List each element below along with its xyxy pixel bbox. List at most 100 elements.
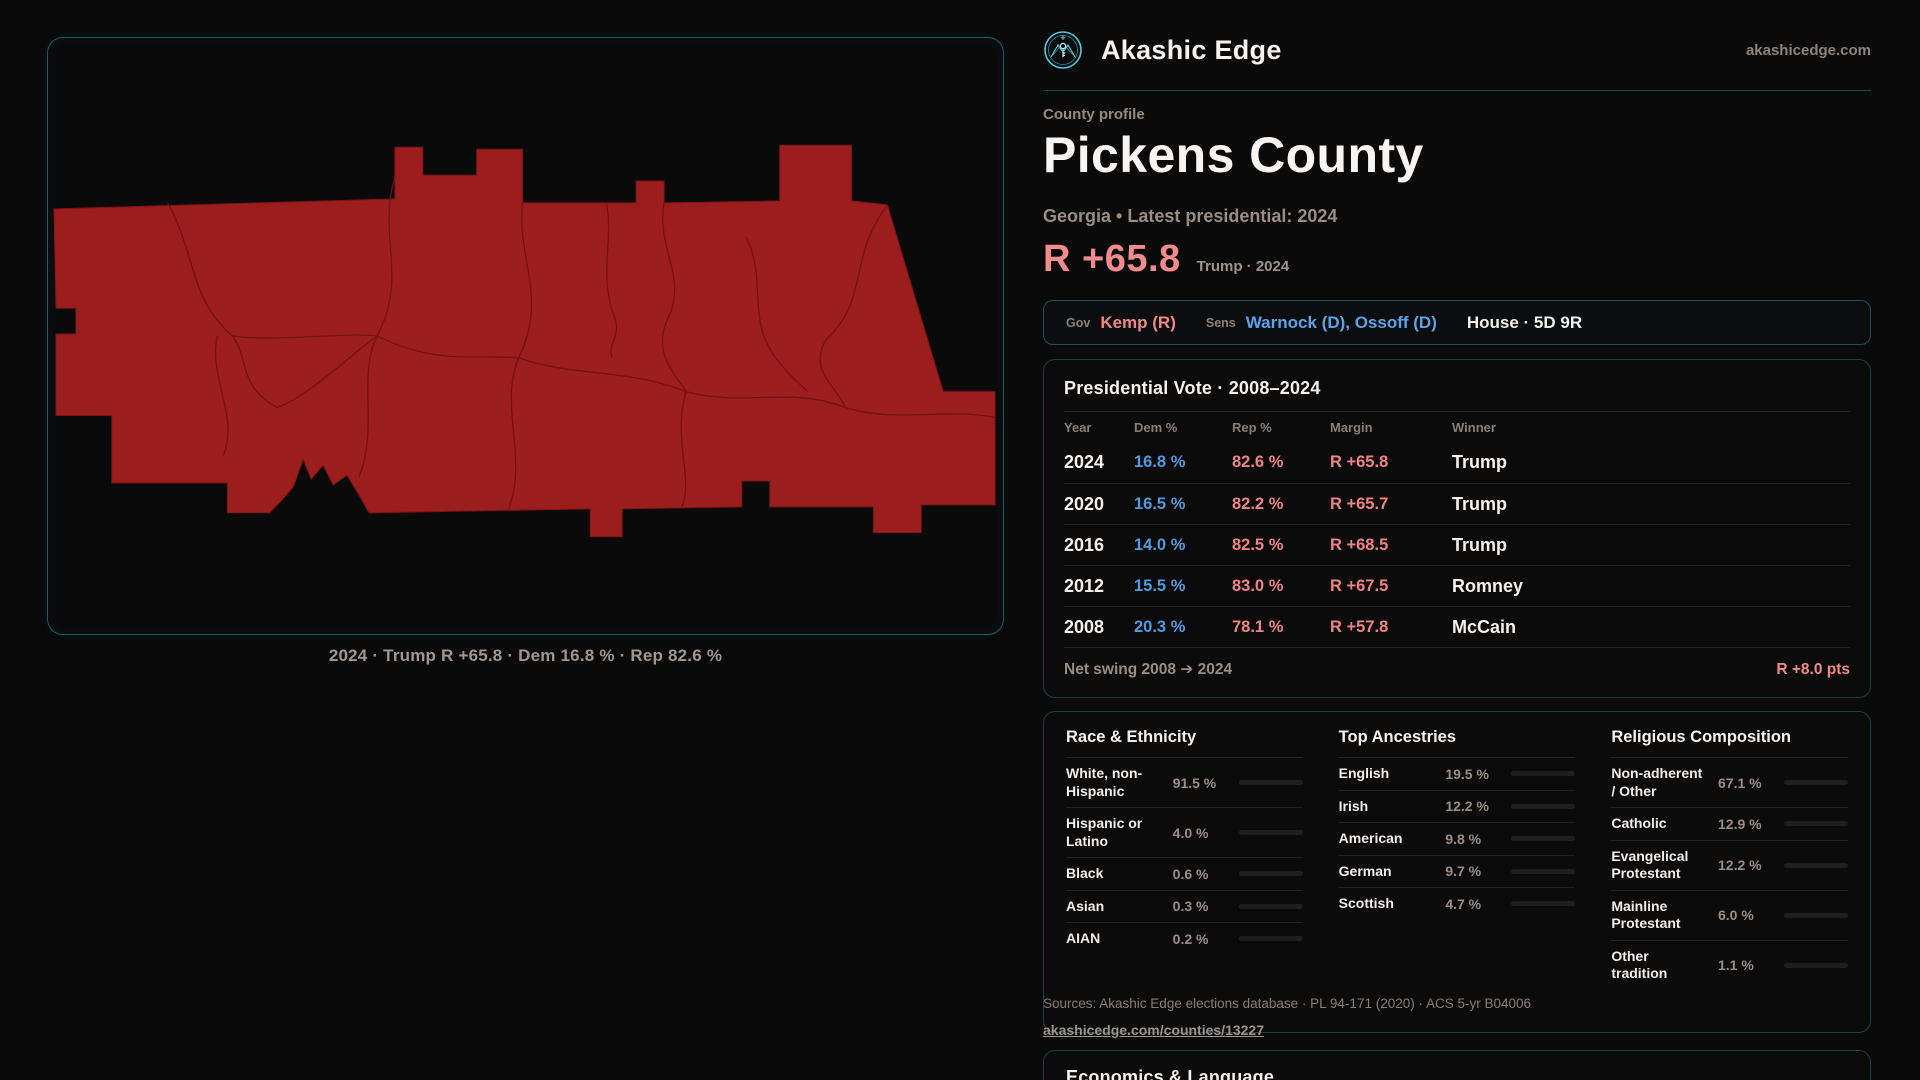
- stat-bar-track: [1511, 901, 1576, 907]
- top-ancestries-section: Top Ancestries English 19.5 % Irish 12.2…: [1338, 728, 1576, 1032]
- presidential-title: Presidential Vote · 2008–2024: [1064, 378, 1321, 398]
- stat-value: 12.2 %: [1718, 857, 1762, 873]
- table-row: 2016 14.0 % 82.5 % R +68.5 Trump: [1064, 524, 1850, 565]
- stat-value: 4.7 %: [1445, 895, 1482, 912]
- net-swing-label: Net swing 2008 ➔ 2024: [1064, 661, 1233, 678]
- gov-label: Gov: [1066, 315, 1091, 330]
- stat-value: 9.7 %: [1445, 863, 1482, 880]
- stat-value: 4.0 %: [1172, 824, 1209, 841]
- table-row: 2020 16.5 % 82.2 % R +65.7 Trump: [1064, 483, 1850, 524]
- stat-row: Black 0.6 %: [1066, 857, 1303, 890]
- akashic-emblem-icon[interactable]: [1043, 30, 1083, 70]
- stat-label: AIAN: [1066, 930, 1101, 946]
- stat-bar-track: [1238, 903, 1303, 909]
- race-ethnicity-section: Race & Ethnicity White, non-Hispanic 91.…: [1066, 728, 1303, 1032]
- cell-winner: Trump: [1452, 452, 1508, 472]
- cell-rep: 82.6 %: [1232, 453, 1284, 471]
- stat-label: German: [1338, 862, 1392, 879]
- presidential-table-body: 2024 16.8 % 82.6 % R +65.8 Trump 2020 16…: [1064, 442, 1850, 647]
- stat-bar-track: [1784, 780, 1848, 785]
- county-subtitle: Georgia • Latest presidential: 2024: [1043, 206, 1338, 226]
- stat-value: 1.1 %: [1718, 957, 1754, 973]
- header-divider: [1043, 90, 1871, 91]
- cell-margin: R +57.8: [1330, 617, 1389, 636]
- stat-bar-track: [1784, 912, 1848, 918]
- race-list: White, non-Hispanic 91.5 % Hispanic or L…: [1066, 758, 1303, 955]
- cell-winner: McCain: [1452, 616, 1517, 637]
- col-rep: Rep %: [1232, 419, 1272, 435]
- cell-dem: 14.0 %: [1134, 535, 1186, 554]
- stat-bar-track: [1238, 780, 1303, 785]
- stat-bar-track: [1511, 868, 1576, 874]
- stat-bar-track: [1511, 771, 1576, 777]
- table-row: 2008 20.3 % 78.1 % R +57.8 McCain: [1064, 606, 1850, 647]
- stat-value: 67.1 %: [1718, 774, 1762, 791]
- stat-row: Hispanic or Latino 4.0 %: [1066, 807, 1303, 857]
- cell-year: 2016: [1064, 534, 1105, 555]
- stat-label: Irish: [1338, 797, 1369, 814]
- site-domain-link[interactable]: akashicedge.com: [1745, 41, 1871, 59]
- cell-rep: 78.1 %: [1232, 617, 1284, 636]
- stat-label: American: [1338, 830, 1403, 846]
- stat-row: German 9.7 %: [1338, 854, 1576, 888]
- stat-row: Mainline Protestant 6.0 %: [1611, 889, 1848, 940]
- profile-eyebrow: County profile: [1043, 106, 1145, 123]
- cell-margin: R +67.5: [1330, 576, 1389, 595]
- cell-margin: R +68.5: [1330, 535, 1389, 554]
- stat-bar-track: [1511, 836, 1576, 842]
- demographics-card: Race & Ethnicity White, non-Hispanic 91.…: [1043, 711, 1871, 1033]
- stat-label: Hispanic or Latino: [1066, 815, 1143, 849]
- stat-label: Non-adherent / Other: [1611, 765, 1703, 799]
- divider: [1064, 411, 1850, 412]
- stat-label: Evangelical Protestant: [1611, 847, 1689, 882]
- cell-rep: 83.0 %: [1232, 576, 1284, 595]
- cell-margin: R +65.8: [1330, 453, 1389, 471]
- stat-row: English 19.5 %: [1339, 758, 1576, 790]
- cell-rep: 82.5 %: [1232, 535, 1284, 554]
- stat-row: Irish 12.2 %: [1338, 789, 1576, 823]
- stat-row: Other tradition 1.1 %: [1611, 939, 1848, 990]
- officials-bar: Gov Kemp (R) Sens Warnock (D), Ossoff (D…: [1043, 300, 1871, 345]
- county-title: Pickens County: [1043, 127, 1424, 183]
- stat-value: 0.6 %: [1172, 865, 1209, 882]
- stat-row: AIAN 0.2 %: [1066, 922, 1303, 955]
- precinct-boundaries: [167, 176, 996, 510]
- margin-headline: R +65.8: [1043, 238, 1181, 280]
- cell-dem: 16.5 %: [1134, 494, 1186, 513]
- stat-row: Asian 0.3 %: [1066, 889, 1303, 923]
- col-dem: Dem %: [1134, 419, 1178, 435]
- stat-value: 12.9 %: [1718, 815, 1762, 832]
- cell-winner: Trump: [1452, 534, 1508, 555]
- stat-value: 12.2 %: [1445, 798, 1489, 815]
- map-caption: 2024 · Trump R +65.8 · Dem 16.8 % · Rep …: [328, 646, 723, 665]
- cell-winner: Romney: [1452, 575, 1524, 596]
- stat-bar-track: [1784, 821, 1848, 827]
- cell-dem: 16.8 %: [1134, 453, 1186, 471]
- cell-year: 2020: [1064, 493, 1105, 514]
- stat-label: Black: [1066, 865, 1104, 881]
- cell-dem: 15.5 %: [1134, 576, 1186, 595]
- table-header-row: Year Dem % Rep % Margin Winner: [1064, 412, 1850, 442]
- section-title: Religious Composition: [1611, 728, 1848, 758]
- margin-context: Trump · 2024: [1196, 258, 1290, 275]
- stat-label: Scottish: [1338, 895, 1394, 911]
- stat-label: Mainline Protestant: [1611, 897, 1681, 932]
- stat-label: English: [1338, 765, 1390, 781]
- col-margin: Margin: [1330, 419, 1373, 435]
- stat-row: American 9.8 %: [1338, 822, 1576, 855]
- net-swing-row: Net swing 2008 ➔ 2024 R +8.0 pts: [1064, 647, 1850, 691]
- table-row: 2012 15.5 % 83.0 % R +67.5 Romney: [1064, 565, 1850, 606]
- cell-margin: R +65.7: [1330, 494, 1389, 513]
- site-header: Akashic Edge akashicedge.com: [1043, 28, 1871, 72]
- cell-dem: 20.3 %: [1134, 617, 1186, 636]
- stat-value: 19.5 %: [1445, 765, 1489, 782]
- sources-line: Sources: Akashic Edge elections database…: [1043, 996, 1532, 1011]
- stat-label: Other tradition: [1611, 947, 1668, 982]
- county-url-link[interactable]: akashicedge.com/counties/13227: [1043, 1022, 1264, 1038]
- stat-row: Catholic 12.9 %: [1611, 807, 1848, 840]
- county-shape: [53, 144, 996, 538]
- stat-bar-track: [1784, 862, 1848, 868]
- county-precinct-map[interactable]: [48, 38, 1003, 634]
- stat-value: 91.5 %: [1172, 774, 1217, 791]
